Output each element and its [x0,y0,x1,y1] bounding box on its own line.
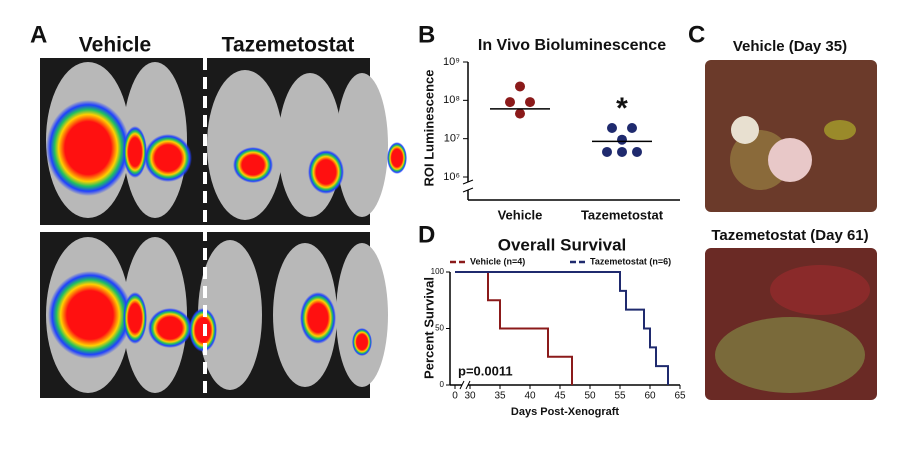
data-point [515,108,525,119]
caption: Tazemetostat (Day 61) [711,227,868,244]
chart-title: Overall Survival [498,235,627,254]
data-point [525,97,535,108]
y-tick-label: 50 [435,324,444,333]
survival-line [455,271,669,385]
y-tick-label: 10⁹ [443,56,460,68]
data-point [607,122,617,133]
x-tick-label: 40 [524,391,536,402]
group-label: Vehicle [79,34,151,57]
y-axis-label: Percent Survival [421,277,436,379]
panel-label: A [30,21,47,48]
data-point [617,146,627,157]
x-tick-label: 55 [614,391,626,402]
data-point [627,122,637,133]
x-tick-label: 60 [644,391,656,402]
y-tick-label: 10⁶ [443,171,460,183]
data-point [632,146,642,157]
legend-label: Tazemetostat (n=6) [590,256,671,266]
p-value: p=0.0011 [458,363,513,378]
caption: Vehicle (Day 35) [733,38,847,55]
x-tick-label: Tazemetostat [581,207,664,222]
group-label: Tazemetostat [222,34,355,57]
panel-a-photos [40,58,407,398]
axis-break [462,179,474,185]
x-tick-label: 65 [674,391,686,402]
x-tick-label: 0 [452,391,458,402]
y-axis-label: ROI Luminescence [421,69,436,186]
axis-break [459,380,465,390]
data-point [617,134,627,145]
chart-title: In Vivo Bioluminescence [478,37,666,54]
y-tick-label: 10⁷ [444,133,460,145]
x-tick-label: 45 [554,391,566,402]
panel-label: D [418,221,435,248]
data-point [515,81,525,92]
legend-label: Vehicle (n=4) [470,256,525,266]
x-tick-label: Vehicle [498,207,543,222]
panel-label: B [418,21,435,48]
axis-break [462,187,474,193]
survival-line [455,271,573,385]
x-tick-label: 30 [464,391,476,402]
y-tick-label: 10⁸ [443,94,460,106]
panel-label: C [688,21,705,48]
x-tick-label: 35 [494,391,506,402]
x-tick-label: 50 [584,391,596,402]
axis-break [465,380,471,390]
data-point [602,146,612,157]
x-axis-label: Days Post-Xenograft [511,406,620,418]
y-tick-label: 100 [431,267,445,276]
panel-c-photos [705,60,877,400]
data-point [505,97,515,108]
y-tick-label: 0 [440,380,445,389]
significance-mark: * [616,92,628,125]
